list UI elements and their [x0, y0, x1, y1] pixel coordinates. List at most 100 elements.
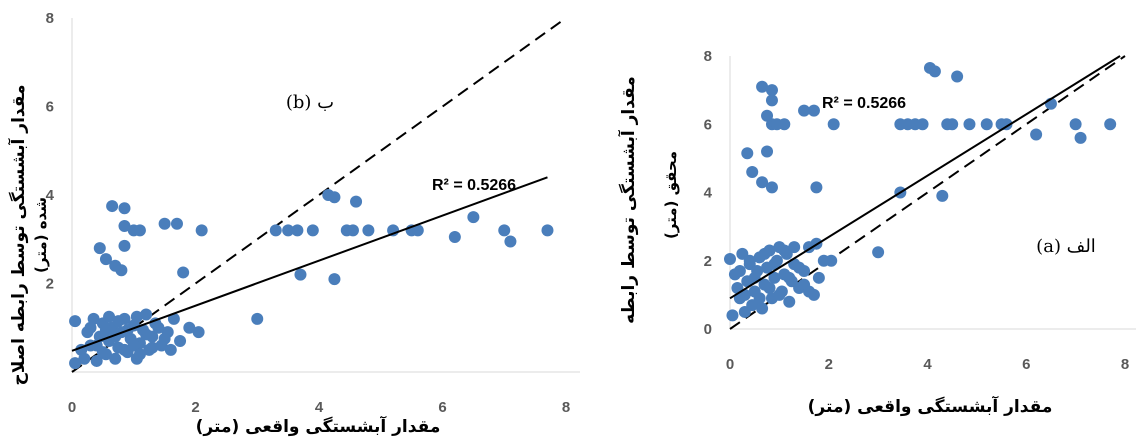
x-axis-title: مقدار آبشستگی واقعی (متر): [808, 395, 1053, 417]
y-axis-title-line-2: شده (متر): [32, 197, 50, 273]
one-to-one-dashed-line: [71, 17, 567, 373]
chart-panel-a: 0 2 4 6 8 0 2 4 6 8 الف (a) R² = 0.5266 مقدار آبش…: [617, 48, 1136, 417]
data-point: [350, 195, 363, 208]
data-point: [167, 312, 180, 325]
data-point: [765, 181, 778, 194]
panel-label: ب (b): [286, 92, 334, 113]
data-point: [411, 224, 424, 237]
data-point: [756, 80, 769, 93]
data-point: [69, 315, 82, 328]
data-point: [328, 191, 341, 204]
y-tick-label: 2: [46, 276, 54, 293]
data-point: [96, 346, 109, 359]
data-point: [177, 266, 190, 279]
trendline: [71, 176, 548, 352]
data-point: [118, 202, 131, 215]
data-point: [140, 308, 153, 321]
data-point: [936, 189, 949, 202]
y-tick-label: 6: [46, 99, 54, 116]
trendline: [729, 55, 1121, 300]
data-point: [1069, 118, 1082, 131]
y-axis-title-line-1: مقدار آبشستگی توسط رابطه: [617, 76, 639, 324]
data-point: [504, 235, 517, 248]
data-point: [170, 217, 183, 230]
data-point: [291, 224, 304, 237]
data-point: [741, 147, 754, 160]
data-point: [118, 239, 131, 252]
data-point: [765, 94, 778, 107]
x-tick-label: 2: [825, 356, 833, 373]
data-point: [158, 332, 171, 345]
one-to-one-dashed-line: [729, 55, 1126, 330]
data-point: [827, 118, 840, 131]
data-point: [133, 348, 146, 361]
data-point: [778, 118, 791, 131]
data-point: [158, 217, 171, 230]
data-point: [183, 321, 196, 334]
data-point: [195, 224, 208, 237]
data-point: [980, 118, 993, 131]
data-point: [763, 282, 776, 295]
data-point: [78, 352, 91, 365]
x-tick-label: 8: [1121, 356, 1129, 373]
data-point: [115, 264, 128, 277]
data-point: [251, 312, 264, 325]
chart-panel-b: 0 2 4 6 8 2 4 6 8 ب (b) R² = 0.5266 مقدار آبشستگ…: [7, 10, 580, 437]
y-tick-label: 6: [704, 116, 712, 133]
data-point: [758, 247, 771, 260]
data-point: [93, 242, 106, 255]
data-point: [733, 264, 746, 277]
data-point: [99, 323, 112, 336]
data-point: [928, 65, 941, 78]
data-point: [812, 271, 825, 284]
y-tick-label: 4: [704, 185, 713, 202]
x-tick-label: 8: [562, 399, 570, 416]
data-point: [783, 271, 796, 284]
data-point: [756, 302, 769, 315]
data-point: [103, 310, 116, 323]
data-point: [133, 224, 146, 237]
data-point: [768, 258, 781, 271]
data-point: [106, 200, 119, 213]
data-point: [788, 241, 801, 254]
data-point: [328, 273, 341, 286]
panel-label: الف (a): [1036, 236, 1096, 257]
data-point: [282, 224, 295, 237]
data-point: [946, 118, 959, 131]
data-point: [174, 335, 187, 348]
x-tick-label: 4: [923, 356, 932, 373]
data-point: [743, 254, 756, 267]
data-point: [724, 253, 736, 266]
data-point: [793, 261, 806, 274]
data-point: [541, 224, 554, 237]
data-point: [726, 309, 739, 322]
data-point: [753, 292, 766, 305]
data-point: [916, 118, 929, 131]
data-point: [765, 84, 778, 97]
data-point: [810, 181, 823, 194]
data-point: [498, 224, 511, 237]
data-point: [825, 254, 838, 267]
x-tick-label: 2: [191, 399, 199, 416]
data-point: [1104, 118, 1117, 131]
data-point: [746, 166, 759, 179]
data-point: [798, 104, 811, 117]
y-tick-label: 8: [704, 48, 712, 65]
data-point: [269, 224, 282, 237]
data-point: [951, 70, 964, 83]
data-point: [1074, 131, 1087, 144]
data-point: [768, 271, 781, 284]
x-tick-label: 0: [68, 399, 76, 416]
y-tick-label: 8: [46, 10, 54, 27]
data-point: [761, 145, 774, 158]
data-point: [127, 339, 140, 352]
data-point: [90, 354, 103, 367]
x-tick-label: 4: [315, 399, 324, 416]
r-squared-label: R² = 0.5266: [822, 95, 906, 112]
y-tick-label: 4: [46, 187, 55, 204]
x-axis-title: مقدار آبشستگی واقعی (متر): [196, 415, 441, 437]
data-point: [192, 326, 205, 339]
data-point: [773, 288, 786, 301]
data-point: [362, 224, 375, 237]
